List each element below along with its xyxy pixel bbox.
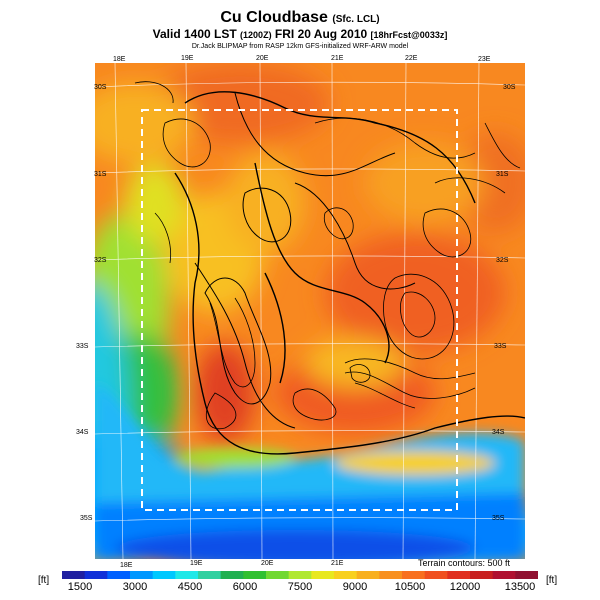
coast-detail [95,383,525,559]
lat-label-left: 32S [94,257,107,264]
lon-label-top: 18E [113,56,126,63]
lat-label-right: 34S [492,429,505,436]
colorbar-swatch [130,571,154,579]
terrain-contours [134,81,525,455]
colorbar-unit-left: [ft] [38,575,50,586]
lon-label-top: 21E [331,55,344,62]
map-title: Cu Cloudbase (Sfc. LCL) [220,9,380,26]
colorbar-tick-label: 7500 [287,581,313,593]
colorbar-swatch [356,571,380,579]
colorbar-swatch [198,571,222,579]
lat-label-right: 31S [496,171,509,178]
lat-label-left: 34S [76,429,89,436]
lon-label-bottom: 19E [190,560,203,567]
lat-label-left: 35S [80,515,93,522]
lon-label-bottom: 21E [331,560,344,567]
colorbar-swatch [311,571,335,579]
colorbar-swatch [84,571,108,579]
colorbar-swatch [447,571,471,579]
colorbar-tick-label: 12000 [449,581,481,593]
colorbar-tick-label: 4500 [177,581,203,593]
colorbar-swatch [492,571,516,579]
cloudbase-map[interactable] [95,63,525,559]
credits-line: Dr.Jack BLIPMAP from RASP 12km GFS-initi… [191,43,409,50]
colorbar-tick-label: 6000 [232,581,258,593]
colorbar-unit-right: [ft] [546,575,558,586]
colorbar-swatch [62,571,86,579]
lat-label-left: 33S [76,343,89,350]
colorbar-swatch [175,571,199,579]
lat-label-right: 35S [492,515,505,522]
colorbar-swatch [424,571,448,579]
colorbar-swatch [379,571,403,579]
lon-label-top: 22E [405,55,418,62]
terrain-contours-note: Terrain contours: 500 ft [417,558,510,568]
lon-label-bottom: 20E [261,560,274,567]
colorbar-swatch [470,571,494,579]
colorbar-swatch [152,571,176,579]
colorbar-swatch [243,571,267,579]
colorbar-swatch [266,571,290,579]
colorbar-tick-label: 3000 [122,581,148,593]
lon-label-top: 19E [181,55,194,62]
lat-label-right: 30S [503,84,516,91]
colorbar-swatch [220,571,244,579]
lon-label-top: 23E [478,56,491,63]
colorbar-swatch [334,571,358,579]
colorbar-tick-label: 9000 [342,581,368,593]
colorbar-swatch [515,571,538,579]
colorbar-labels: 1500 3000 4500 6000 7500 9000 10500 12000 13500 [62,581,538,595]
colorbar-swatch [288,571,312,579]
lat-label-left: 30S [94,84,107,91]
colorbar-tick-label: 1500 [67,581,93,593]
lat-label-right: 33S [494,343,507,350]
lon-label-top: 20E [256,55,269,62]
colorbar-tick-label: 13500 [504,581,536,593]
graticule [95,63,525,559]
colorbar-tick-label: 10500 [394,581,426,593]
lat-label-left: 31S [94,171,107,178]
valid-time-line: Valid 1400 LST (1200Z) FRI 20 Aug 2010 [… [152,27,448,41]
inner-domain-box [141,109,458,511]
colorbar-swatch [402,571,426,579]
colorbar [62,571,538,579]
lat-label-right: 32S [496,257,509,264]
map-svg [95,63,525,559]
lon-label-bottom: 18E [120,562,133,569]
colorbar-swatch [107,571,131,579]
